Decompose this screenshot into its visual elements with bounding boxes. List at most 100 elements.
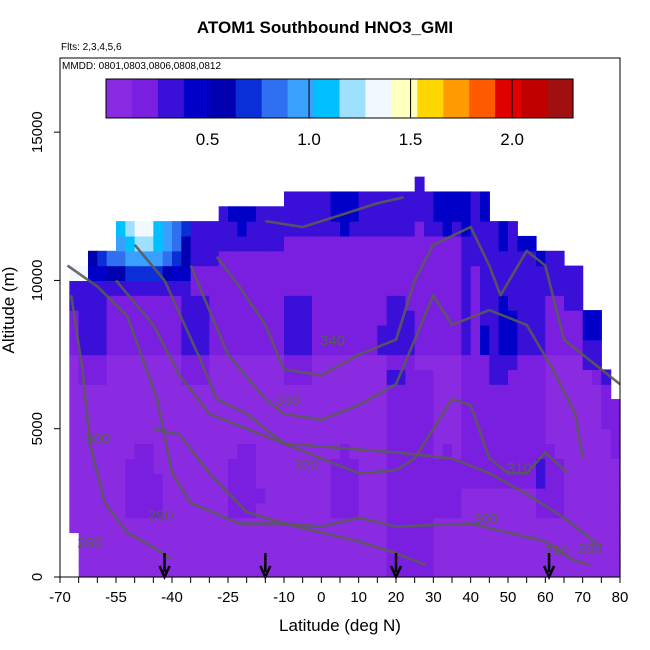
heatmap-cell: [218, 473, 229, 489]
heatmap-cell: [312, 399, 322, 415]
heatmap-cell: [256, 369, 266, 385]
heatmap-cell: [302, 250, 313, 267]
heatmap-cell: [498, 517, 509, 534]
heatmap-cell: [162, 532, 173, 548]
heatmap-cell: [592, 562, 602, 578]
heatmap-cell: [106, 339, 117, 356]
heatmap-cell: [256, 547, 266, 563]
heatmap-cell: [358, 443, 369, 459]
heatmap-cell: [153, 369, 164, 385]
heatmap-cell: [554, 488, 565, 504]
heatmap-cell: [340, 310, 350, 326]
heatmap-cell: [480, 265, 490, 282]
heatmap-cell: [172, 310, 182, 326]
heatmap-cell: [162, 295, 173, 311]
heatmap-cell: [284, 280, 294, 296]
heatmap-cell: [517, 502, 528, 519]
heatmap-cell: [321, 295, 332, 311]
heatmap-cell: [116, 354, 126, 370]
heatmap-cell: [218, 428, 229, 445]
heatmap-cell: [601, 517, 612, 534]
heatmap-cell: [573, 384, 584, 400]
heatmap-cell: [545, 428, 556, 445]
heatmap-cell: [228, 443, 238, 459]
heatmap-cell: [97, 339, 108, 356]
heatmap-cell: [228, 206, 238, 222]
heatmap-cell: [554, 265, 565, 282]
heatmap-cell: [368, 310, 378, 326]
heatmap-cell: [246, 473, 257, 489]
heatmap-cell: [405, 473, 416, 489]
heatmap-cell: [545, 324, 556, 341]
heatmap-cell: [284, 324, 294, 341]
heatmap-cell: [274, 295, 285, 311]
heatmap-cell: [265, 413, 276, 430]
heatmap-cell: [610, 562, 621, 578]
heatmap-cell: [256, 458, 266, 474]
heatmap-cell: [386, 369, 397, 385]
heatmap-cell: [442, 235, 453, 252]
heatmap-cell: [452, 384, 462, 400]
heatmap-cell: [330, 488, 341, 504]
heatmap-cell: [452, 310, 462, 326]
heatmap-cell: [554, 280, 565, 296]
heatmap-cell: [526, 280, 537, 296]
heatmap-cell: [442, 413, 453, 430]
heatmap-cell: [256, 443, 266, 459]
heatmap-cell: [498, 235, 509, 252]
heatmap-cell: [200, 354, 210, 370]
heatmap-cell: [573, 339, 584, 356]
heatmap-cell: [312, 206, 322, 222]
heatmap-cell: [218, 369, 229, 385]
heatmap-cell: [526, 384, 537, 400]
heatmap-cell: [78, 502, 89, 519]
heatmap-cell: [106, 458, 117, 474]
heatmap-cell: [349, 206, 360, 222]
heatmap-cell: [321, 547, 332, 563]
heatmap-cell: [274, 221, 285, 237]
heatmap-cell: [592, 517, 602, 534]
heatmap-cell: [246, 443, 257, 459]
heatmap-cell: [396, 339, 406, 356]
heatmap-cell: [424, 458, 434, 474]
heatmap-cell: [302, 384, 313, 400]
heatmap-cell: [368, 339, 378, 356]
heatmap-cell: [340, 369, 350, 385]
heatmap-cell: [237, 399, 248, 415]
heatmap-cell: [601, 369, 612, 385]
heatmap-cell: [517, 310, 528, 326]
heatmap-cell: [358, 221, 369, 237]
heatmap-cell: [517, 458, 528, 474]
heatmap-cell: [134, 250, 145, 267]
heatmap-cell: [433, 280, 444, 296]
heatmap-cell: [246, 384, 257, 400]
colorbar-segment: [209, 79, 237, 118]
heatmap-cell: [536, 295, 546, 311]
heatmap-cell: [190, 458, 201, 474]
heatmap-cell: [489, 473, 500, 489]
heatmap-cell: [386, 324, 397, 341]
heatmap-cell: [536, 488, 546, 504]
heatmap-cell: [517, 428, 528, 445]
heatmap-cell: [610, 517, 621, 534]
heatmap-cell: [181, 399, 192, 415]
heatmap-cell: [97, 324, 108, 341]
heatmap-cell: [106, 443, 117, 459]
heatmap-cell: [358, 191, 369, 207]
heatmap-cell: [181, 221, 192, 237]
colorbar-segment: [469, 79, 496, 118]
heatmap-cell: [368, 280, 378, 296]
heatmap-cell: [545, 473, 556, 489]
heatmap-cell: [274, 235, 285, 252]
heatmap-cell: [396, 443, 406, 459]
heatmap-cell: [358, 235, 369, 252]
heatmap-cell: [190, 547, 201, 563]
heatmap-cell: [200, 428, 210, 445]
heatmap-cell: [573, 488, 584, 504]
heatmap-cell: [312, 221, 322, 237]
heatmap-cell: [162, 310, 173, 326]
heatmap-cell: [312, 369, 322, 385]
heatmap-cell: [97, 562, 108, 578]
heatmap-cell: [536, 458, 546, 474]
heatmap-cell: [489, 339, 500, 356]
